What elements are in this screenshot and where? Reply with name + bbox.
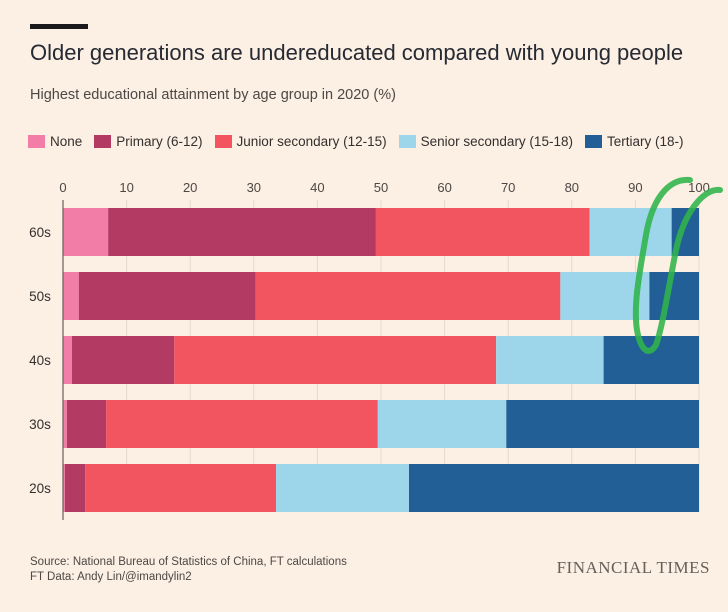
- x-tick-label: 30: [247, 180, 261, 195]
- legend-swatch: [28, 135, 45, 148]
- source-note: Source: National Bureau of Statistics of…: [30, 555, 347, 585]
- credit-line: FT Data: Andy Lin/@imandylin2: [30, 571, 192, 583]
- x-tick-label: 20: [183, 180, 197, 195]
- legend-swatch: [398, 135, 416, 148]
- bar-segment: [63, 464, 65, 512]
- category-label: 50s: [29, 289, 51, 304]
- bar-segment: [174, 336, 497, 384]
- category-label: 60s: [29, 225, 51, 240]
- legend-item-primary: Primary (6-12): [94, 134, 203, 149]
- x-tick-label: 50: [374, 180, 388, 195]
- bar-segment: [78, 272, 256, 320]
- bar-segment: [496, 336, 604, 384]
- bar-segment: [603, 336, 699, 384]
- bar-segment: [276, 464, 409, 512]
- bar-segment: [108, 208, 376, 256]
- bar-segment: [408, 464, 699, 512]
- bar-segment: [71, 336, 175, 384]
- bar-segment: [506, 400, 699, 448]
- x-tick-label: 90: [628, 180, 642, 195]
- ft-brand-logo: FINANCIAL TIMES: [556, 558, 710, 577]
- chart-title: Older generations are undereducated comp…: [30, 40, 684, 65]
- bar-segment: [85, 464, 277, 512]
- legend-label: Primary (6-12): [116, 134, 203, 149]
- bar-segment: [106, 400, 378, 448]
- x-tick-label: 40: [310, 180, 324, 195]
- bar-segment: [66, 400, 107, 448]
- bar-segment: [589, 208, 672, 256]
- legend-label: None: [50, 134, 83, 149]
- chart-legend: None Primary (6-12) Junior secondary (12…: [28, 134, 695, 149]
- bar-segment: [63, 336, 72, 384]
- legend-label: Tertiary (18-): [606, 134, 684, 149]
- legend-label: Senior secondary (15-18): [420, 134, 573, 149]
- legend-item-none: None: [28, 134, 82, 149]
- legend-item-junior-secondary: Junior secondary (12-15): [214, 134, 387, 149]
- green-annotation-stroke: [632, 176, 723, 354]
- legend-item-tertiary: Tertiary (18-): [584, 134, 684, 149]
- bar-segment: [377, 400, 507, 448]
- category-label: 20s: [29, 481, 51, 496]
- bar-segment: [255, 272, 561, 320]
- x-tick-label: 60: [437, 180, 451, 195]
- bar-segment: [649, 272, 699, 320]
- legend-item-senior-secondary: Senior secondary (15-18): [398, 134, 573, 149]
- bar-segment: [63, 272, 79, 320]
- x-tick-label: 10: [119, 180, 133, 195]
- x-tick-label: 80: [565, 180, 579, 195]
- category-label: 40s: [29, 353, 51, 368]
- x-tick-label: 0: [59, 180, 66, 195]
- chart-subtitle: Highest educational attainment by age gr…: [30, 87, 396, 103]
- bar-segment: [64, 464, 86, 512]
- legend-label: Junior secondary (12-15): [236, 134, 387, 149]
- bar-segment: [63, 400, 67, 448]
- source-line: Source: National Bureau of Statistics of…: [30, 556, 347, 568]
- bar-segment: [63, 208, 109, 256]
- legend-swatch: [584, 135, 602, 148]
- x-tick-label: 100: [688, 180, 710, 195]
- legend-swatch: [94, 135, 112, 148]
- category-label: 30s: [29, 417, 51, 432]
- legend-swatch: [214, 135, 232, 148]
- bar-segment: [375, 208, 590, 256]
- ft-top-rule: [30, 24, 88, 29]
- x-tick-label: 70: [501, 180, 515, 195]
